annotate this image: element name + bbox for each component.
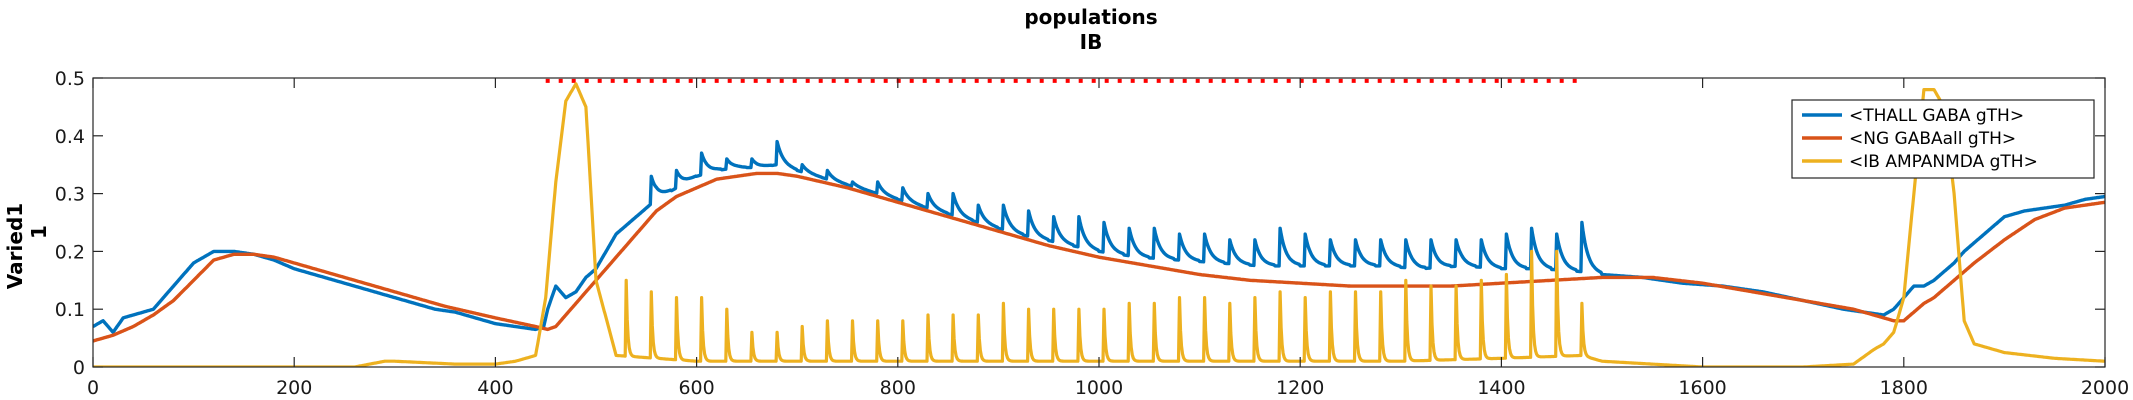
y-tick-label: 0.4: [55, 126, 85, 148]
chart-title-line-2: IB: [1080, 30, 1103, 54]
y-tick-label: 0.3: [55, 184, 85, 206]
y-tick-label: 0.5: [55, 68, 85, 90]
x-tick-label: 400: [477, 377, 513, 399]
legend-entry-label: <NG GABAall gTH>: [1849, 129, 2016, 149]
x-tick-label: 600: [678, 377, 714, 399]
x-tick-label: 2000: [2081, 377, 2129, 399]
x-tick-label: 200: [276, 377, 312, 399]
x-tick-label: 1400: [1477, 377, 1525, 399]
legend-entry-label: <THALL GABA gTH>: [1849, 106, 2024, 126]
y-axis-label-line-1: Varied1: [3, 203, 27, 289]
legend-box: [1791, 99, 2095, 179]
y-tick-label: 0.1: [55, 299, 85, 321]
legend: <THALL GABA gTH> <NG GABAall gTH> <IB AMPA…: [1791, 99, 2095, 179]
y-axis-label-line-2: 1: [27, 225, 51, 239]
x-tick-label: 0: [87, 377, 99, 399]
x-tick-label: 1000: [1075, 377, 1123, 399]
x-tick-label: 1600: [1678, 377, 1726, 399]
x-tick-label: 1800: [1880, 377, 1928, 399]
x-tick-label: 1200: [1276, 377, 1324, 399]
y-tick-label: 0.2: [55, 241, 85, 263]
y-tick-label: 0: [73, 357, 85, 379]
series-line-1: [93, 171, 2105, 343]
x-tick-label: 800: [880, 377, 916, 399]
chart-title-line-1: populations: [1024, 5, 1157, 29]
axes: 0 200 400 600 800 1000 1200 1400 1600 1800 2000 0 0.…: [55, 68, 2129, 399]
legend-entry-label: <IB AMPANMDA gTH>: [1849, 152, 2038, 172]
